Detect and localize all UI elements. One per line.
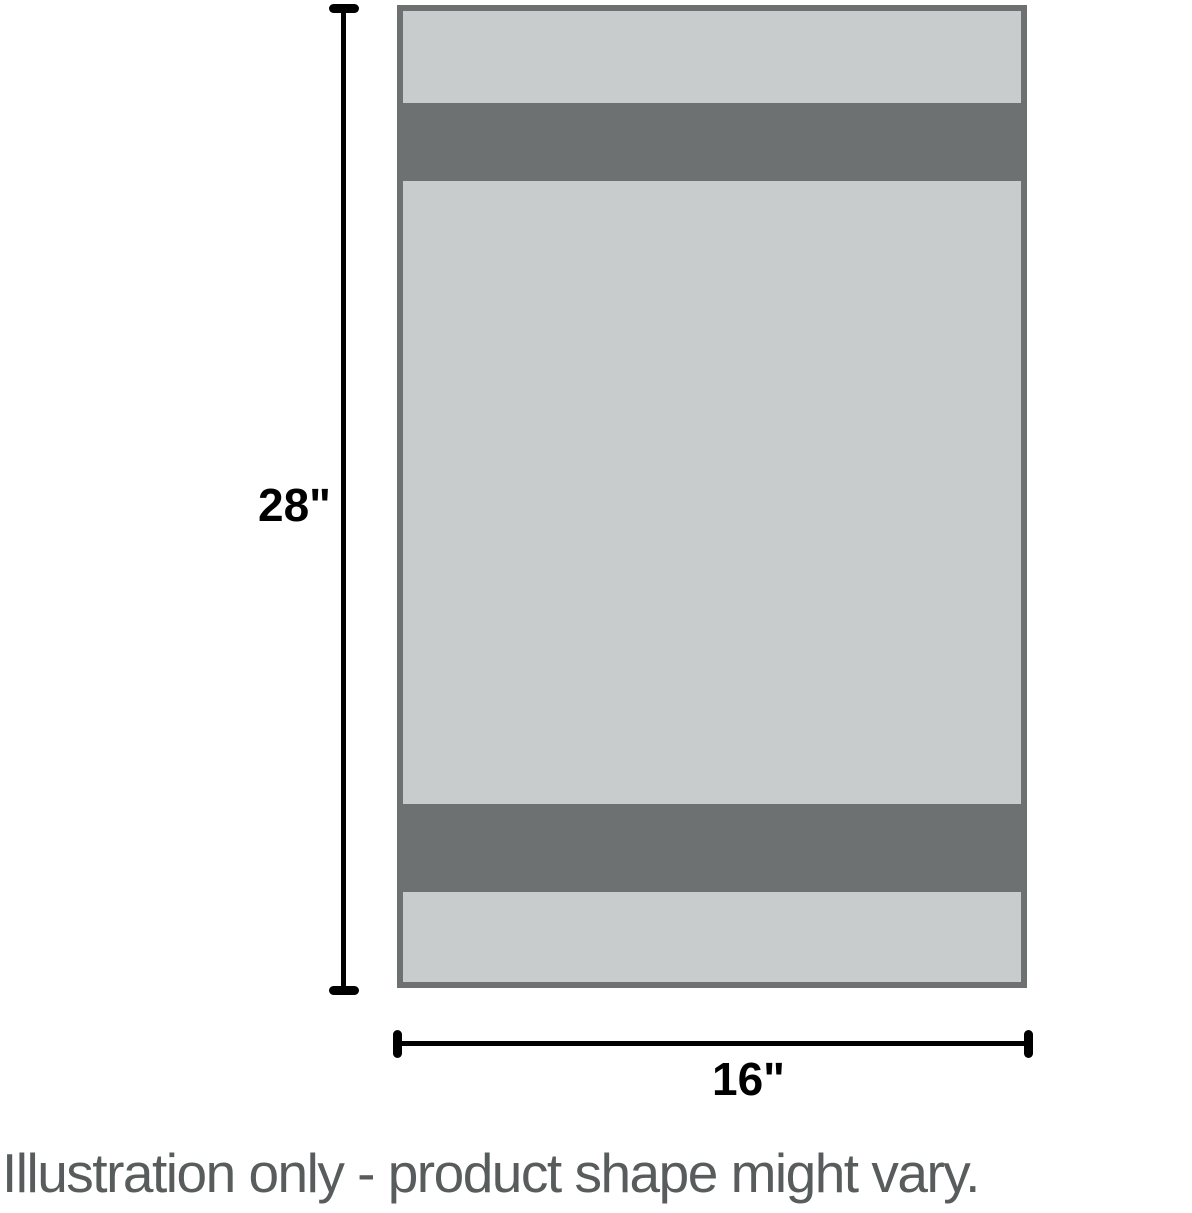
height-dimension-label: 28" <box>258 479 331 531</box>
height-dimension-cap-bottom <box>329 986 359 995</box>
height-dimension-cap-top <box>329 4 359 13</box>
product-stripe-top <box>397 103 1027 181</box>
height-dimension-line <box>341 6 346 993</box>
width-dimension-cap-left <box>393 1030 402 1058</box>
width-dimension-cap-right <box>1024 1030 1033 1058</box>
caption: Illustration only - product shape might … <box>2 1142 980 1204</box>
product-stripe-bottom <box>397 804 1027 892</box>
width-dimension-label: 16" <box>712 1053 785 1105</box>
width-dimension-line <box>397 1041 1030 1046</box>
